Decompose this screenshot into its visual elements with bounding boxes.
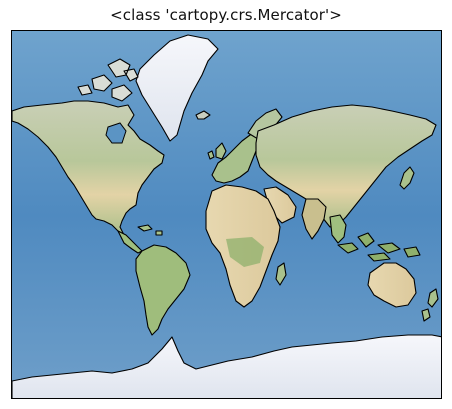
southeast-asia xyxy=(329,214,347,244)
arctic-islands xyxy=(77,58,139,102)
new-zealand xyxy=(421,288,439,322)
japan xyxy=(399,166,415,190)
central-africa-forest xyxy=(226,237,264,267)
iceland xyxy=(195,110,211,120)
greenland xyxy=(135,34,219,142)
page-title: <class 'cartopy.crs.Mercator'> xyxy=(110,6,342,24)
antarctica xyxy=(12,334,441,398)
hudson-bay xyxy=(105,122,127,144)
madagascar xyxy=(275,262,287,286)
maritime-southeast-asia xyxy=(337,232,421,262)
south-america xyxy=(135,244,191,336)
asia xyxy=(255,104,437,228)
map-axes[interactable] xyxy=(11,30,442,399)
australia xyxy=(367,262,417,308)
world-map xyxy=(12,31,441,398)
north-america xyxy=(12,100,165,236)
british-isles xyxy=(207,142,227,160)
caribbean-islands xyxy=(137,224,163,236)
indian-subcontinent xyxy=(301,198,327,240)
